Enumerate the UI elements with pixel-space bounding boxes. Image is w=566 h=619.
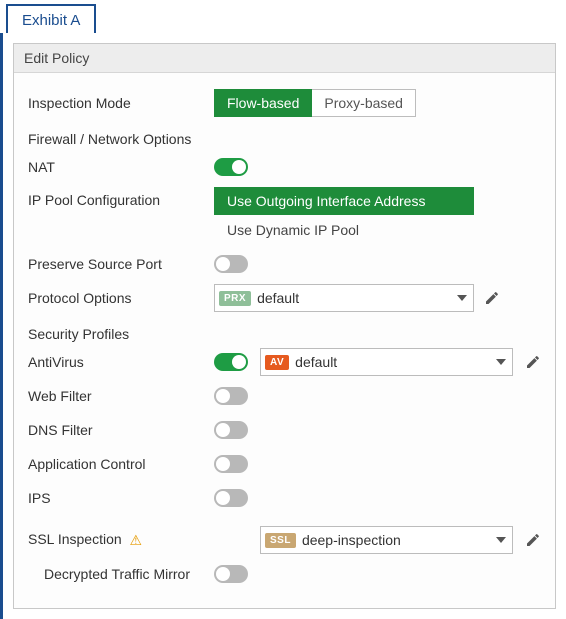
app-control-row: Application Control [28, 450, 541, 478]
app-control-toggle[interactable] [214, 455, 248, 473]
ip-pool-options: Use Outgoing Interface Address Use Dynam… [214, 187, 474, 244]
security-section-title: Security Profiles [28, 326, 541, 342]
prx-badge: PRX [219, 291, 251, 306]
exhibit-tab: Exhibit A [6, 4, 96, 33]
ssl-inspection-value: deep-inspection [302, 532, 496, 548]
antivirus-value: default [295, 354, 496, 370]
app-control-label: Application Control [28, 456, 214, 472]
panel-outer: Edit Policy Inspection Mode Flow-based P… [0, 33, 566, 619]
warning-icon: ⚠ [130, 532, 143, 549]
ssl-inspection-row: SSL Inspection ⚠ SSL deep-inspection [28, 526, 541, 554]
ip-pool-outgoing-option[interactable]: Use Outgoing Interface Address [214, 187, 474, 215]
panel-body: Inspection Mode Flow-based Proxy-based F… [14, 73, 555, 608]
ips-label: IPS [28, 490, 214, 506]
ssl-inspection-select[interactable]: SSL deep-inspection [260, 526, 513, 554]
edit-icon[interactable] [484, 290, 500, 306]
protocol-options-label: Protocol Options [28, 290, 214, 306]
inspection-flow-option[interactable]: Flow-based [214, 89, 312, 117]
web-filter-row: Web Filter [28, 382, 541, 410]
edit-icon[interactable] [525, 532, 541, 548]
ssl-inspection-label: SSL Inspection ⚠ [28, 531, 214, 549]
ip-pool-dynamic-option[interactable]: Use Dynamic IP Pool [214, 215, 474, 244]
edit-policy-panel: Edit Policy Inspection Mode Flow-based P… [13, 43, 556, 609]
nat-row: NAT [28, 153, 541, 181]
dns-filter-label: DNS Filter [28, 422, 214, 438]
ip-pool-label: IP Pool Configuration [28, 187, 214, 208]
edit-icon[interactable] [525, 354, 541, 370]
dns-filter-row: DNS Filter [28, 416, 541, 444]
web-filter-label: Web Filter [28, 388, 214, 404]
nat-label: NAT [28, 159, 214, 175]
chevron-down-icon [496, 537, 506, 543]
antivirus-label: AntiVirus [28, 354, 214, 370]
ip-pool-row: IP Pool Configuration Use Outgoing Inter… [28, 187, 541, 244]
dns-filter-toggle[interactable] [214, 421, 248, 439]
ips-row: IPS [28, 484, 541, 512]
inspection-proxy-option[interactable]: Proxy-based [312, 89, 416, 117]
antivirus-select[interactable]: AV default [260, 348, 513, 376]
firewall-section-title: Firewall / Network Options [28, 131, 541, 147]
ssl-badge: SSL [265, 533, 296, 548]
inspection-mode-group: Flow-based Proxy-based [214, 89, 416, 117]
web-filter-toggle[interactable] [214, 387, 248, 405]
preserve-port-label: Preserve Source Port [28, 256, 214, 272]
decrypted-mirror-label: Decrypted Traffic Mirror [28, 566, 214, 582]
protocol-options-select[interactable]: PRX default [214, 284, 474, 312]
antivirus-row: AntiVirus AV default [28, 348, 541, 376]
panel-title: Edit Policy [14, 44, 555, 73]
inspection-mode-label: Inspection Mode [28, 95, 214, 111]
preserve-port-toggle[interactable] [214, 255, 248, 273]
decrypted-mirror-toggle[interactable] [214, 565, 248, 583]
nat-toggle[interactable] [214, 158, 248, 176]
preserve-port-row: Preserve Source Port [28, 250, 541, 278]
inspection-mode-row: Inspection Mode Flow-based Proxy-based [28, 89, 541, 117]
antivirus-toggle[interactable] [214, 353, 248, 371]
protocol-options-value: default [257, 290, 457, 306]
av-badge: AV [265, 355, 289, 370]
decrypted-mirror-row: Decrypted Traffic Mirror [28, 560, 541, 588]
protocol-options-row: Protocol Options PRX default [28, 284, 541, 312]
chevron-down-icon [457, 295, 467, 301]
ips-toggle[interactable] [214, 489, 248, 507]
chevron-down-icon [496, 359, 506, 365]
ssl-inspection-label-text: SSL Inspection [28, 531, 122, 547]
